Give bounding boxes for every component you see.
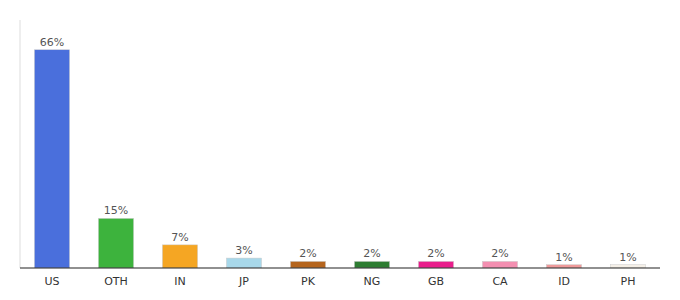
bar <box>354 261 389 268</box>
x-tick-label: OTH <box>104 275 128 288</box>
x-tick-label: GB <box>428 275 444 288</box>
range-line <box>20 20 21 268</box>
data-label: 66% <box>40 36 64 49</box>
bar <box>226 258 261 268</box>
bar <box>162 245 197 268</box>
data-label: 3% <box>235 244 252 257</box>
data-label: 7% <box>171 231 188 244</box>
x-axis-line <box>20 267 660 268</box>
data-label: 2% <box>363 247 380 260</box>
bar <box>98 218 133 268</box>
x-tick-label: NG <box>364 275 381 288</box>
data-label: 2% <box>427 247 444 260</box>
data-label: 2% <box>491 247 508 260</box>
chart-container: 66% 15% 7% 3% 2% 2% 2% 2% 1% 1% US OTH IN JP PK NG GB CA I… <box>0 0 680 300</box>
x-tick-label: JP <box>238 275 249 288</box>
x-tick-label: US <box>44 275 59 288</box>
x-tick-label: IN <box>174 275 185 288</box>
data-label: 1% <box>619 251 636 264</box>
data-label: 1% <box>555 251 572 264</box>
data-label: 2% <box>299 247 316 260</box>
bars <box>34 50 645 268</box>
x-tick-label: ID <box>558 275 570 288</box>
data-label: 15% <box>104 204 128 217</box>
x-tick-label: CA <box>492 275 508 288</box>
x-tick-label: PK <box>301 275 316 288</box>
chart-svg: 66% 15% 7% 3% 2% 2% 2% 2% 1% 1% US OTH IN JP PK NG GB CA I… <box>0 0 680 300</box>
bar <box>482 261 517 268</box>
bar <box>418 261 453 268</box>
bar <box>290 261 325 268</box>
bar <box>34 50 69 268</box>
x-tick-label: PH <box>621 275 636 288</box>
